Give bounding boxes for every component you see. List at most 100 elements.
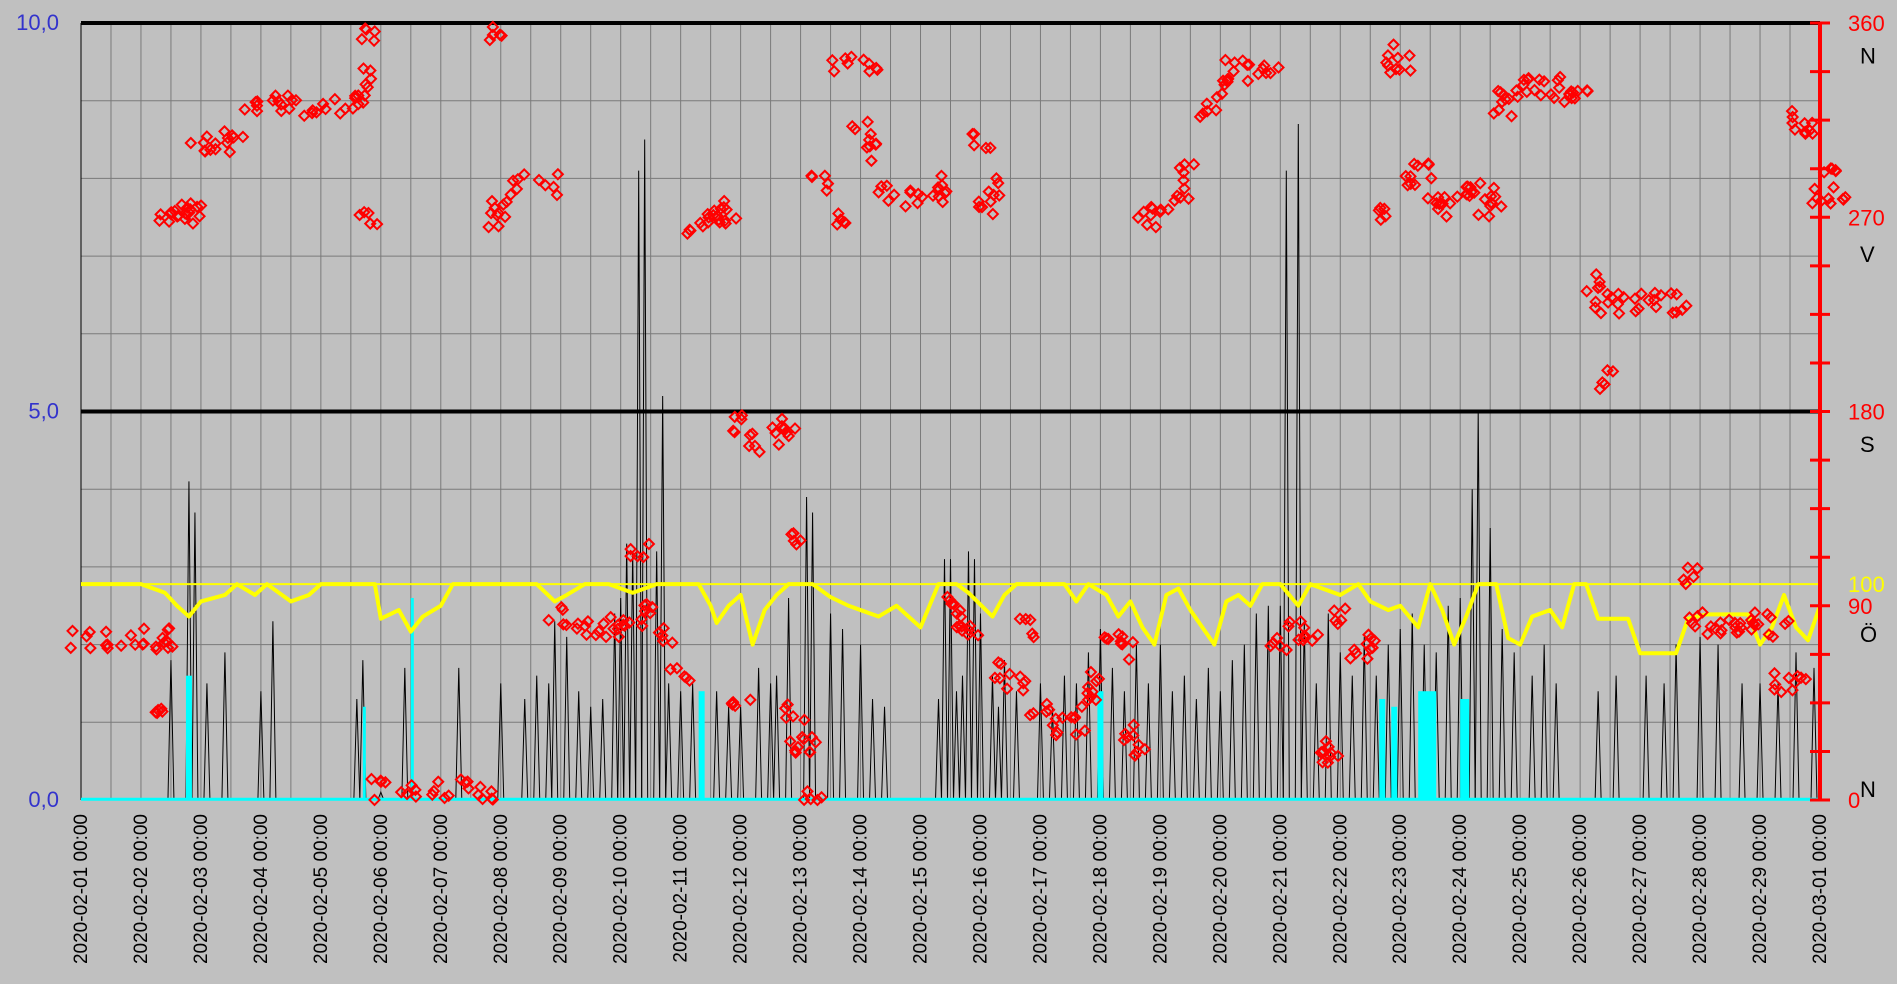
direction-point xyxy=(1690,561,1704,575)
direction-point xyxy=(1565,91,1579,105)
direction-point xyxy=(791,740,805,754)
gust-spike xyxy=(1468,489,1476,801)
direction-point xyxy=(149,640,163,654)
direction-point xyxy=(1580,284,1594,298)
direction-point xyxy=(664,662,677,676)
direction-point xyxy=(805,170,819,184)
x-axis-tick-label: 2020-02-16 00:00 xyxy=(970,814,991,964)
direction-point xyxy=(938,186,952,200)
direction-point xyxy=(887,188,901,202)
direction-point xyxy=(863,64,876,78)
direction-point xyxy=(357,62,370,75)
direction-point xyxy=(1836,192,1850,206)
direction-point xyxy=(1117,733,1131,747)
direction-point xyxy=(1404,169,1417,183)
direction-point xyxy=(471,788,485,802)
x-axis-tick-label: 2020-02-24 00:00 xyxy=(1450,814,1471,964)
gust-spike xyxy=(1192,698,1200,801)
direction-point xyxy=(1491,84,1505,98)
gust-spike xyxy=(1510,652,1518,801)
direction-point xyxy=(1363,642,1377,656)
direction-point xyxy=(99,625,113,639)
direction-point xyxy=(114,639,128,653)
direction-point xyxy=(1768,666,1781,680)
direction-point xyxy=(1273,639,1287,653)
direction-point xyxy=(306,104,320,117)
direction-point xyxy=(961,628,975,642)
direction-point xyxy=(1128,749,1142,762)
direction-point xyxy=(781,698,795,711)
direction-point xyxy=(607,622,620,636)
direction-point xyxy=(272,94,285,108)
gust-spike xyxy=(1408,613,1416,801)
direction-point xyxy=(379,775,392,789)
direction-point xyxy=(820,184,834,197)
direction-point xyxy=(165,640,179,654)
direction-point xyxy=(1264,66,1277,80)
direction-point xyxy=(1450,190,1464,204)
direction-point xyxy=(218,124,231,138)
direction-point xyxy=(483,33,497,47)
direction-point xyxy=(1178,157,1191,171)
direction-point xyxy=(490,208,504,222)
x-axis-tick-label: 2020-02-29 00:00 xyxy=(1750,814,1771,964)
direction-point xyxy=(775,412,789,426)
direction-point xyxy=(249,95,263,109)
direction-point xyxy=(1209,103,1223,117)
gust-spike xyxy=(1264,605,1272,801)
direction-point xyxy=(1669,305,1683,319)
direction-point xyxy=(1092,672,1106,686)
direction-point xyxy=(1387,38,1400,52)
wind-gust-line xyxy=(167,124,1818,801)
direction-point xyxy=(1323,750,1337,764)
x-axis-tick-label: 2020-02-19 00:00 xyxy=(1150,814,1171,964)
direction-point xyxy=(1778,617,1792,631)
direction-point xyxy=(635,612,648,626)
gust-spike xyxy=(713,691,721,801)
direction-point xyxy=(821,177,835,191)
direction-point xyxy=(355,32,369,46)
direction-point xyxy=(1374,213,1388,227)
direction-point xyxy=(370,217,384,231)
direction-point xyxy=(80,629,93,643)
gust-spike xyxy=(1156,644,1164,801)
gust-spike xyxy=(203,683,211,801)
direction-point xyxy=(367,34,381,48)
direction-point xyxy=(874,179,888,193)
gust-spike xyxy=(623,543,631,801)
direction-point xyxy=(1404,64,1417,77)
precip-bar xyxy=(698,691,705,800)
right-axis-tick-label: 90 xyxy=(1848,594,1872,619)
direction-point xyxy=(975,200,989,214)
direction-point xyxy=(1170,189,1184,203)
gust-spike xyxy=(803,496,811,801)
direction-point xyxy=(128,638,142,652)
gust-spike xyxy=(964,551,972,801)
direction-point xyxy=(1013,612,1027,626)
direction-point xyxy=(1218,53,1232,67)
direction-point xyxy=(1788,676,1802,690)
direction-point xyxy=(361,80,375,94)
direction-point xyxy=(882,194,895,208)
gust-spike xyxy=(521,698,529,801)
direction-point xyxy=(1714,626,1727,640)
direction-point xyxy=(1138,742,1152,756)
gust-spike xyxy=(455,667,463,801)
direction-point xyxy=(880,179,894,193)
direction-point xyxy=(1027,630,1041,644)
direction-point xyxy=(1122,653,1136,666)
direction-point xyxy=(1389,62,1403,76)
direction-point xyxy=(1236,54,1250,68)
direction-point xyxy=(972,195,986,209)
direction-point xyxy=(1241,74,1255,88)
direction-point xyxy=(994,657,1008,671)
direction-point xyxy=(510,182,524,196)
direction-point xyxy=(124,628,138,642)
direction-point xyxy=(638,604,652,618)
direction-point xyxy=(1679,577,1693,591)
direction-point xyxy=(1283,615,1297,629)
direction-point xyxy=(1704,620,1718,633)
direction-point xyxy=(164,205,178,219)
direction-point xyxy=(266,94,280,107)
direction-point xyxy=(1798,125,1812,139)
